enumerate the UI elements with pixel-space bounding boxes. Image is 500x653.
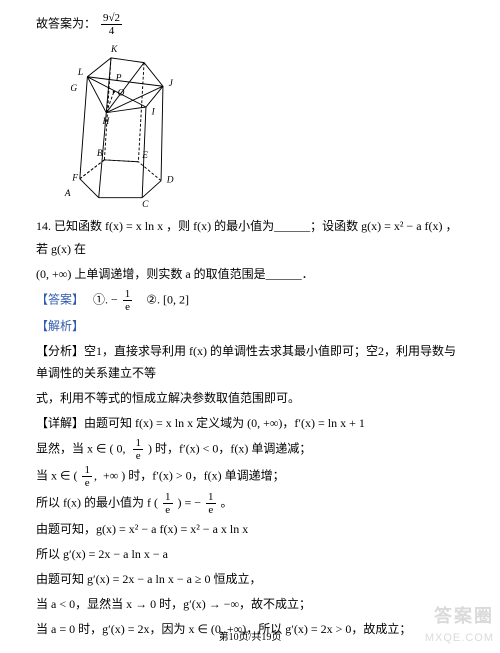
watermark-url: MXQE.COM <box>425 628 494 649</box>
analysis-line1: 【分析】空1，直接求导利用 f(x) 的单调性去求其最小值即可；空2，利用导数与… <box>36 340 464 386</box>
svg-text:I: I <box>151 108 156 118</box>
top-answer-line: 故答案为： 9√2 4 <box>36 12 464 37</box>
svg-text:C: C <box>142 200 149 209</box>
int2-lo-frac: 1 e <box>82 464 92 489</box>
top-answer-frac: 9√2 4 <box>101 12 122 37</box>
g-prime-line: 所以 g′(x) = 2x − a ln x − a <box>36 543 464 566</box>
detail-line: 【详解】由题可知 f(x) = x ln x 定义域为 (0, +∞)，f′(x… <box>36 412 464 435</box>
open-paren: ( <box>154 495 158 509</box>
min-value-line: 所以 f(x) 的最小值为 f ( 1 e ) = − 1 e 。 <box>36 491 464 516</box>
answer-line: 【答案】 ①. − 1 e ②. [0, 2] <box>36 288 464 313</box>
close-paren: ) <box>148 441 152 455</box>
svg-text:F: F <box>71 174 78 184</box>
svg-text:P: P <box>115 74 122 84</box>
interval2-line: 当 x ∈ ( 1 e , +∞ ) 时，f′(x) > 0，f(x) 单调递增… <box>36 464 464 489</box>
answer-1-frac: 1 e <box>123 288 133 313</box>
svg-text:E: E <box>141 151 148 161</box>
answer-label: 【答案】 <box>36 292 84 306</box>
svg-text:B: B <box>97 149 103 159</box>
close-paren: ) <box>121 468 125 482</box>
svg-text:L: L <box>77 68 83 78</box>
top-answer-prefix: 故答案为： <box>36 16 96 30</box>
svg-text:J: J <box>169 79 174 89</box>
interval1-line: 显然，当 x ∈ ( 0, 1 e ) 时，f′(x) < 0，f(x) 单调递… <box>36 437 464 462</box>
svg-text:H: H <box>102 117 111 127</box>
svg-text:G: G <box>70 84 77 94</box>
analysis-line2: 式，利用不等式的恒成立解决参数取值范围即可。 <box>36 387 464 410</box>
svg-text:D: D <box>166 176 174 186</box>
g-def-line: 由题可知，g(x) = x² − a f(x) = x² − a x ln x <box>36 518 464 541</box>
close-paren: ) <box>178 495 182 509</box>
requirement-line: 由题可知 g′(x) = 2x − a ln x − a ≥ 0 恒成立， <box>36 568 464 591</box>
prism-diagram: K L J G I H PO F B E D A C <box>36 39 186 209</box>
answer-2: ②. [0, 2] <box>146 292 189 306</box>
open-paren: ( <box>73 468 77 482</box>
q14-line1: 14. 已知函数 f(x) = x ln x ，则 f(x) 的最小值为____… <box>36 215 464 261</box>
svg-text:A: A <box>64 189 71 199</box>
svg-text:K: K <box>110 45 118 55</box>
q14-line2: (0, +∞) 上单调递增，则实数 a 的取值范围是______． <box>36 263 464 286</box>
svg-text:O: O <box>118 89 125 99</box>
case-neg-line: 当 a < 0，显然当 x → 0 时，g′(x) → −∞，故不成立； <box>36 593 464 616</box>
page: 故答案为： 9√2 4 K L J G I H PO F B E D A C 14. 已知函数 f(x)… <box>0 0 500 653</box>
open-paren: ( <box>109 441 113 455</box>
solution-label: 【解析】 <box>36 315 464 338</box>
answer-1-prefix: ①. − <box>93 292 118 306</box>
min-arg-frac: 1 e <box>163 491 173 516</box>
int1-hi-frac: 1 e <box>133 437 143 462</box>
min-val-frac: 1 e <box>206 491 216 516</box>
